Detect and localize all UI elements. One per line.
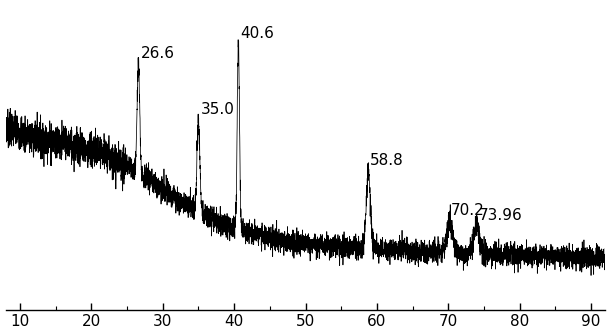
Text: 26.6: 26.6: [141, 46, 175, 61]
Text: 35.0: 35.0: [201, 102, 235, 117]
Text: 70.2: 70.2: [451, 203, 485, 218]
Text: 58.8: 58.8: [370, 153, 403, 168]
Text: 40.6: 40.6: [240, 26, 274, 41]
Text: 73.96: 73.96: [478, 208, 522, 223]
